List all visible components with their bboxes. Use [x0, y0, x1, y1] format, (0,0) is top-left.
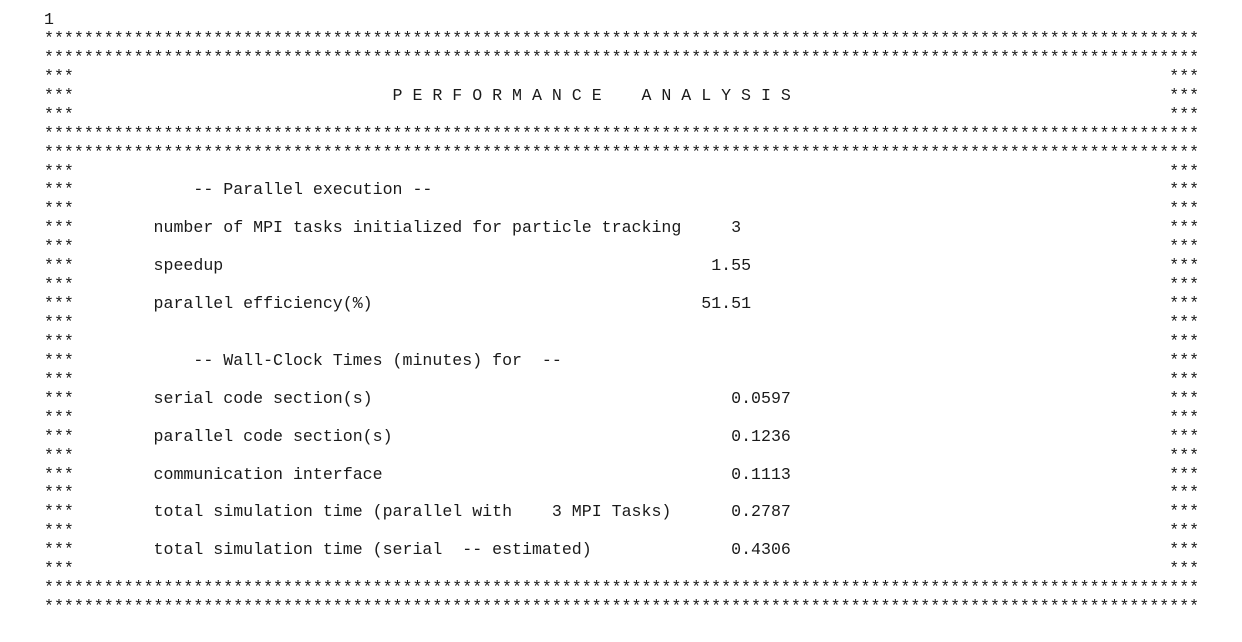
- separator-line: ****************************************…: [44, 578, 1200, 598]
- metric-row: *** communication interface 0.1113 ***: [44, 464, 1200, 484]
- report-title: P E R F O R M A N C E A N A L Y S I S: [392, 85, 791, 105]
- metric-label: total simulation time (serial -- estimat…: [153, 540, 592, 560]
- section-heading: -- Wall-Clock Times (minutes) for --: [193, 350, 562, 370]
- metric-label: total simulation time (parallel with 3 M…: [153, 502, 672, 522]
- frame-blank-line: *** ***: [44, 407, 1200, 427]
- metric-row: *** parallel efficiency(%) 51.51 ***: [44, 294, 1200, 314]
- frame-blank-line: *** ***: [44, 521, 1200, 541]
- separator-line: ****************************************…: [44, 142, 1200, 162]
- frame-blank-line: *** ***: [44, 104, 1200, 124]
- section-heading-line: *** -- Wall-Clock Times (minutes) for --…: [44, 350, 1200, 370]
- frame-blank-line: *** ***: [44, 483, 1200, 503]
- frame-blank-line: *** ***: [44, 199, 1200, 219]
- separator-line: ****************************************…: [44, 597, 1200, 617]
- frame-blank-line: *** ***: [44, 66, 1200, 86]
- metric-value: 0.1236: [731, 426, 791, 446]
- metric-label: number of MPI tasks initialized for part…: [153, 218, 682, 238]
- page-number: 1: [44, 10, 1199, 30]
- separator-line: ****************************************…: [44, 123, 1200, 143]
- separator-line: ****************************************…: [44, 28, 1200, 48]
- metric-label: parallel efficiency(%): [153, 294, 373, 314]
- metric-row: *** total simulation time (parallel with…: [44, 502, 1200, 522]
- frame-blank-line: *** ***: [44, 313, 1200, 332]
- report-title-line: *** P E R F O R M A N C E A N A L Y S I …: [44, 85, 1200, 105]
- metric-label: speedup: [153, 256, 224, 276]
- section-heading: -- Parallel execution --: [193, 180, 433, 200]
- metric-value: 3: [731, 218, 742, 238]
- metric-row: *** speedup 1.55 ***: [44, 256, 1200, 276]
- metric-value: 51.51: [701, 294, 752, 314]
- metric-value: 1.55: [711, 256, 752, 276]
- section-heading-line: *** -- Parallel execution -- ***: [44, 180, 1200, 200]
- metric-row: *** total simulation time (serial -- est…: [44, 540, 1200, 560]
- frame-blank-line: *** ***: [44, 445, 1200, 465]
- frame-blank-line: *** ***: [44, 275, 1200, 295]
- frame-blank-line: *** ***: [44, 161, 1200, 181]
- metric-row: *** number of MPI tasks initialized for …: [44, 218, 1200, 238]
- frame-blank-line: *** ***: [44, 331, 1200, 351]
- metric-label: parallel code section(s): [153, 426, 393, 446]
- metric-value: 0.2787: [731, 502, 791, 522]
- separator-line: ****************************************…: [44, 47, 1200, 67]
- metric-value: 0.1113: [731, 464, 791, 484]
- metric-row: *** parallel code section(s) 0.1236 ***: [44, 426, 1200, 446]
- metric-value: 0.4306: [731, 540, 791, 560]
- performance-report: 1 ***************************************…: [44, 10, 1200, 617]
- metric-label: communication interface: [153, 464, 383, 484]
- frame-blank-line: *** ***: [44, 559, 1200, 579]
- metric-value: 0.0597: [731, 388, 791, 408]
- frame-blank-line: *** ***: [44, 369, 1200, 389]
- frame-blank-line: *** ***: [44, 237, 1200, 257]
- metric-row: *** serial code section(s) 0.0597 ***: [44, 388, 1200, 408]
- page-number-text: 1: [44, 10, 54, 29]
- metric-label: serial code section(s): [153, 388, 373, 408]
